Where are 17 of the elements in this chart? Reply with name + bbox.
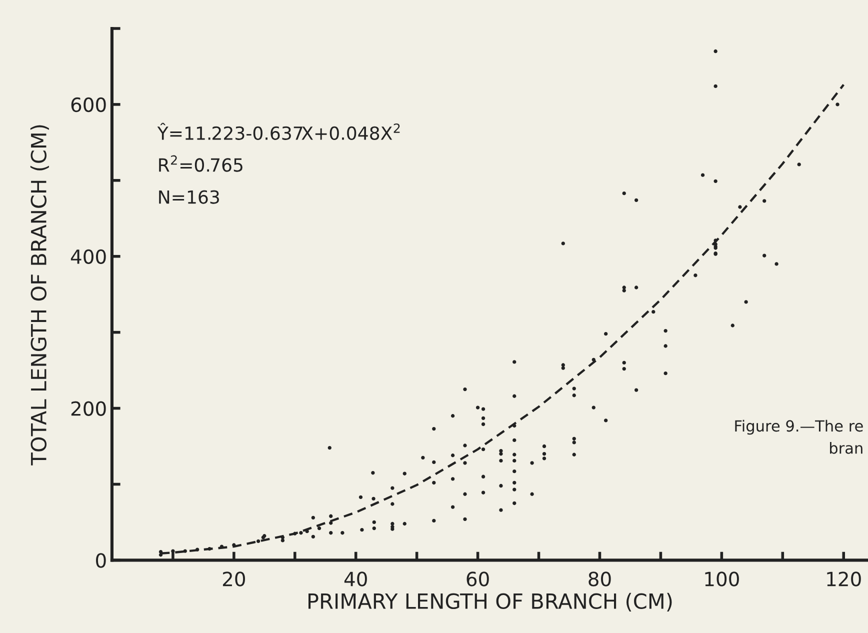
- annotation: Ŷ=11.223-0.637X+0.048X$^{2}$: [157, 122, 400, 140]
- x-tick-label: 40: [344, 572, 367, 586]
- y-tick-label: 200: [71, 401, 106, 416]
- x-tick-label: 120: [827, 572, 861, 586]
- x-tick-label: 80: [588, 572, 611, 586]
- annotation: R$^{2}$=0.765: [159, 155, 242, 172]
- x-axis-title: PRIMARY LENGTH OF BRANCH (CM): [308, 592, 672, 612]
- annotation: N=163: [159, 190, 219, 204]
- y-tick-label: 400: [70, 249, 106, 264]
- x-tick-label: 20: [222, 572, 245, 586]
- y-tick-label: 600: [71, 97, 106, 112]
- y-tick-label: 0: [96, 553, 106, 568]
- x-tick-label: 100: [705, 572, 739, 586]
- x-tick-label: 60: [466, 572, 489, 586]
- annotation: bran: [830, 442, 862, 454]
- y-axis-title: TOTAL LENGTH OF BRANCH (CM): [30, 125, 49, 466]
- annotation: Figure 9.—The re: [735, 420, 863, 435]
